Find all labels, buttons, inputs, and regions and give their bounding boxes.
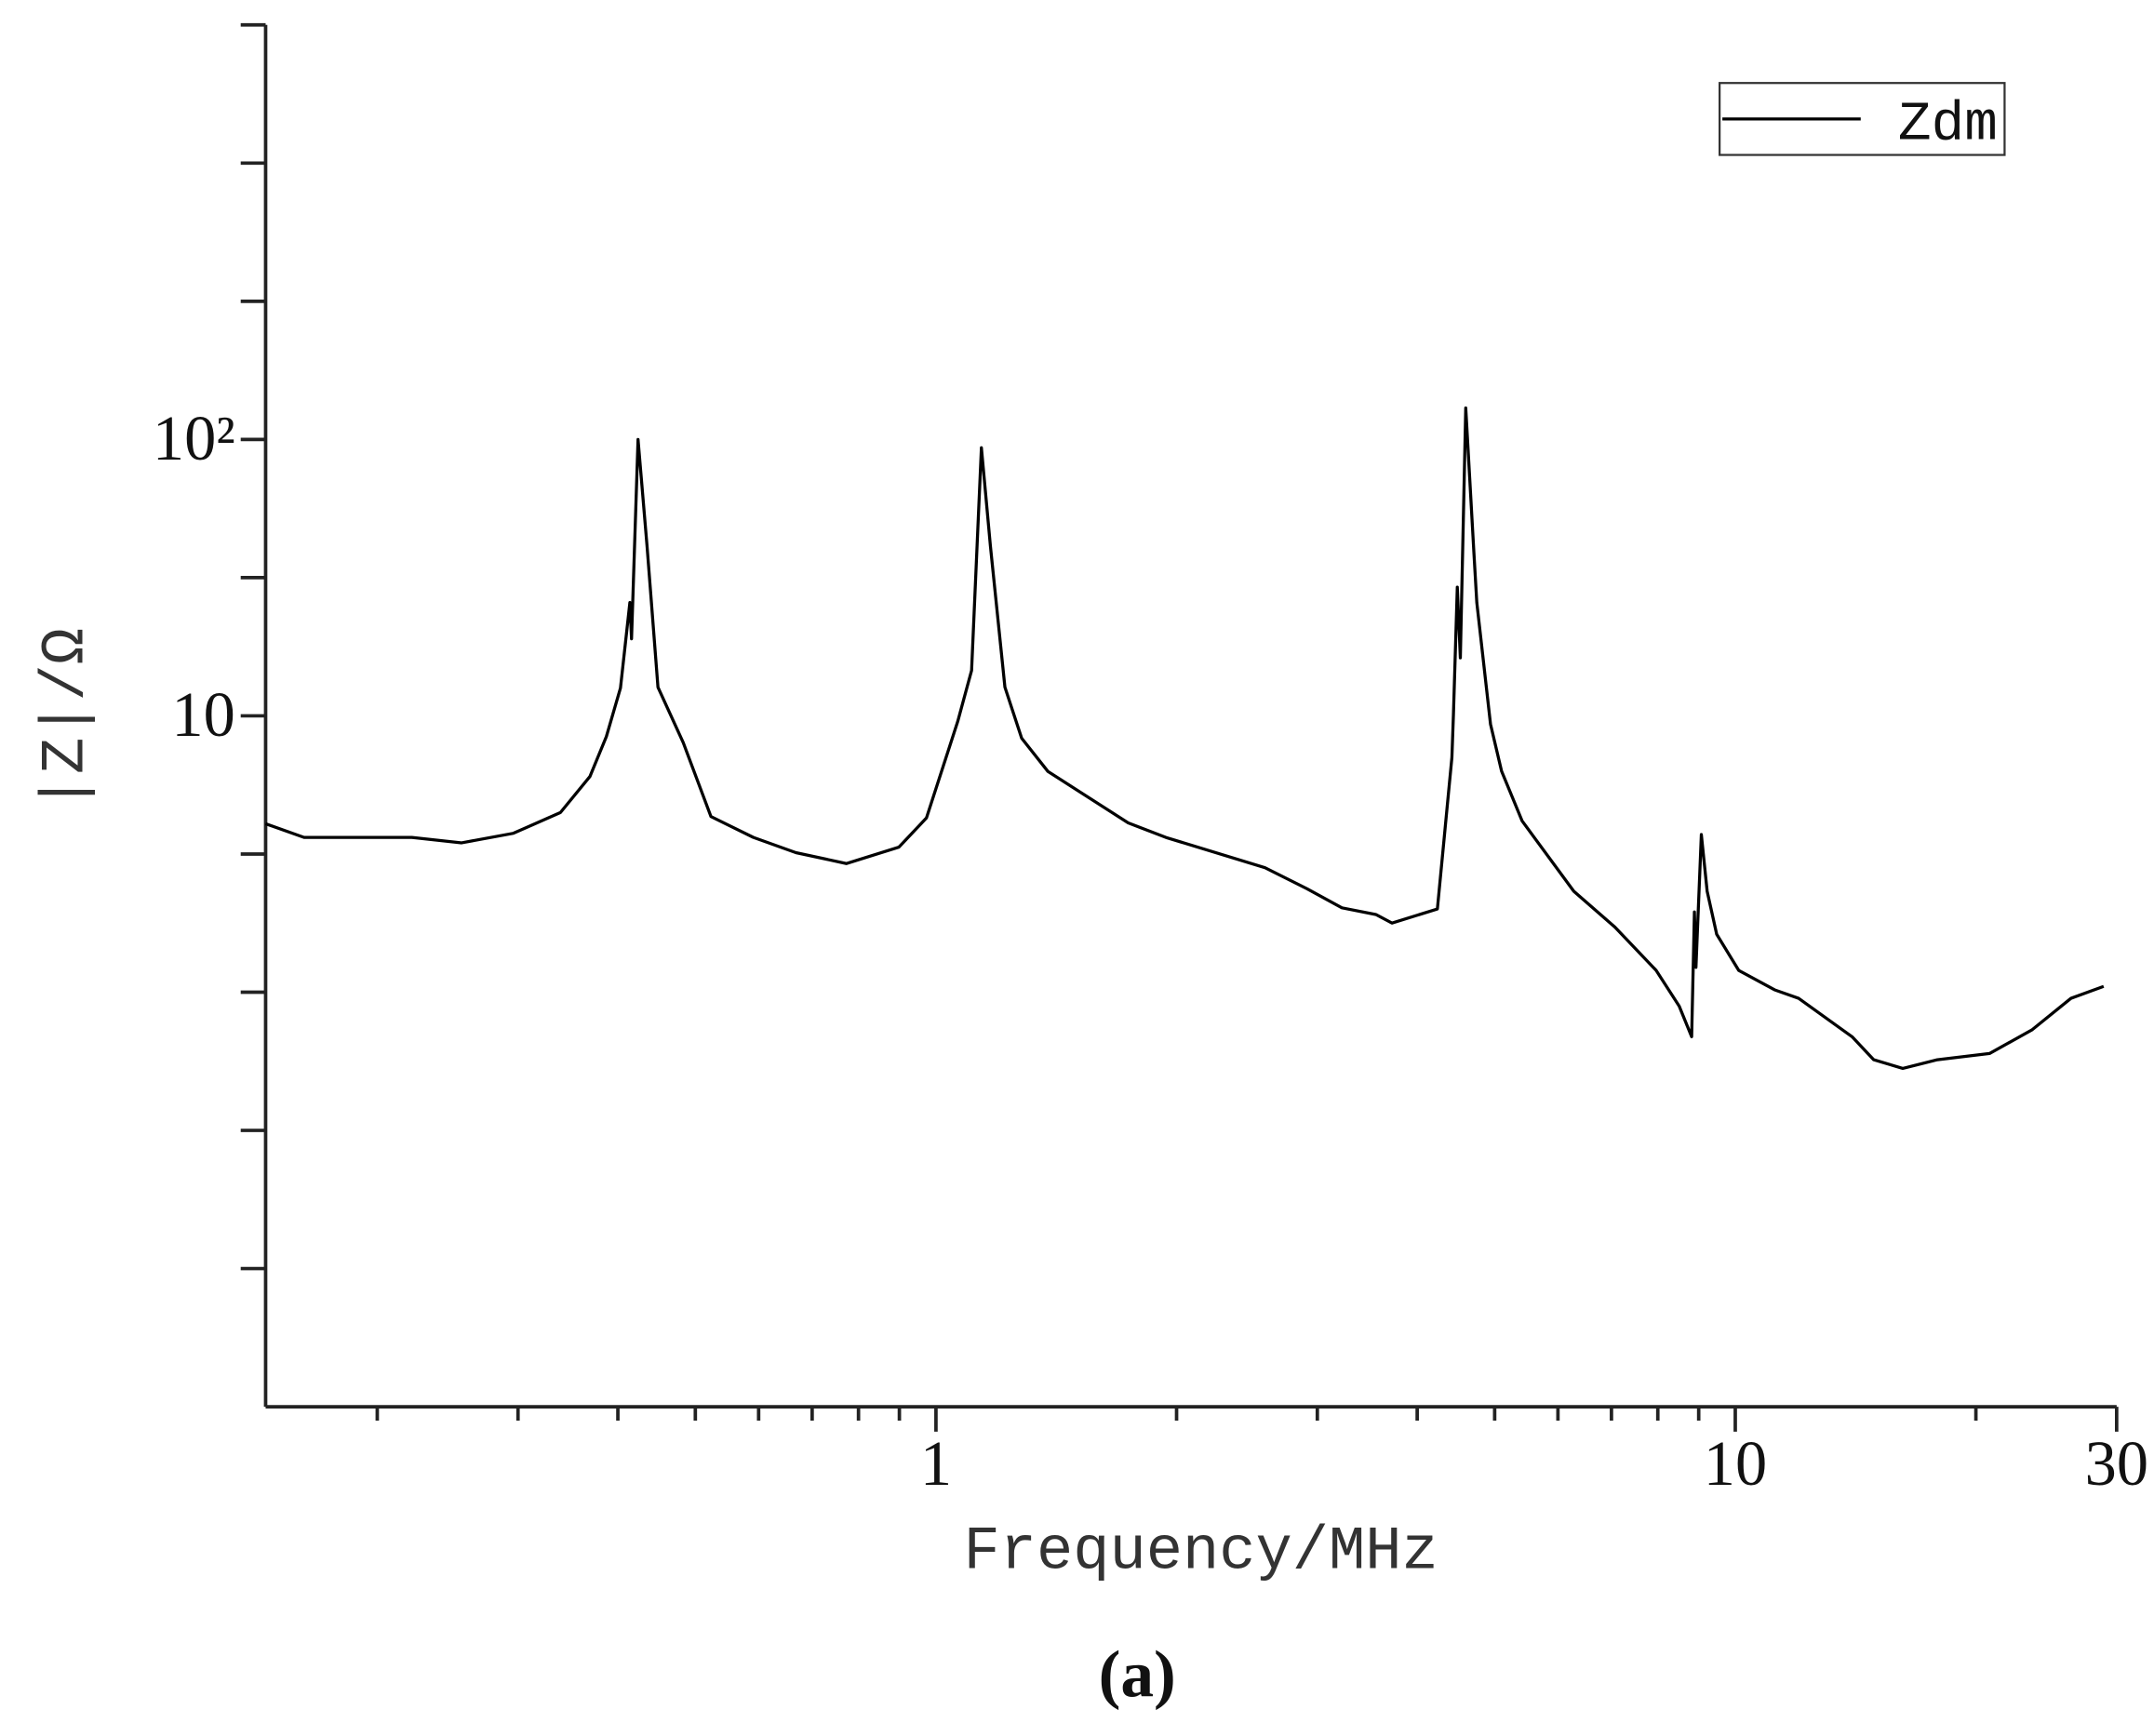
caption: (a) [1099,1637,1176,1711]
y-axis-label: |Z|/Ω [33,628,101,810]
x-tick-label: 1 [920,1428,952,1499]
y-tick-label: 10 [171,679,234,750]
series-line [264,406,2105,1071]
x-axis-label: Frequency/MHz [963,1518,1438,1587]
legend-box [1719,82,2006,156]
x-tick-label: 30 [2085,1428,2148,1499]
x-tick-label: 10 [1704,1428,1767,1499]
y-tick-label: 10² [153,403,235,474]
legend-label: Zdm [1898,93,1998,156]
